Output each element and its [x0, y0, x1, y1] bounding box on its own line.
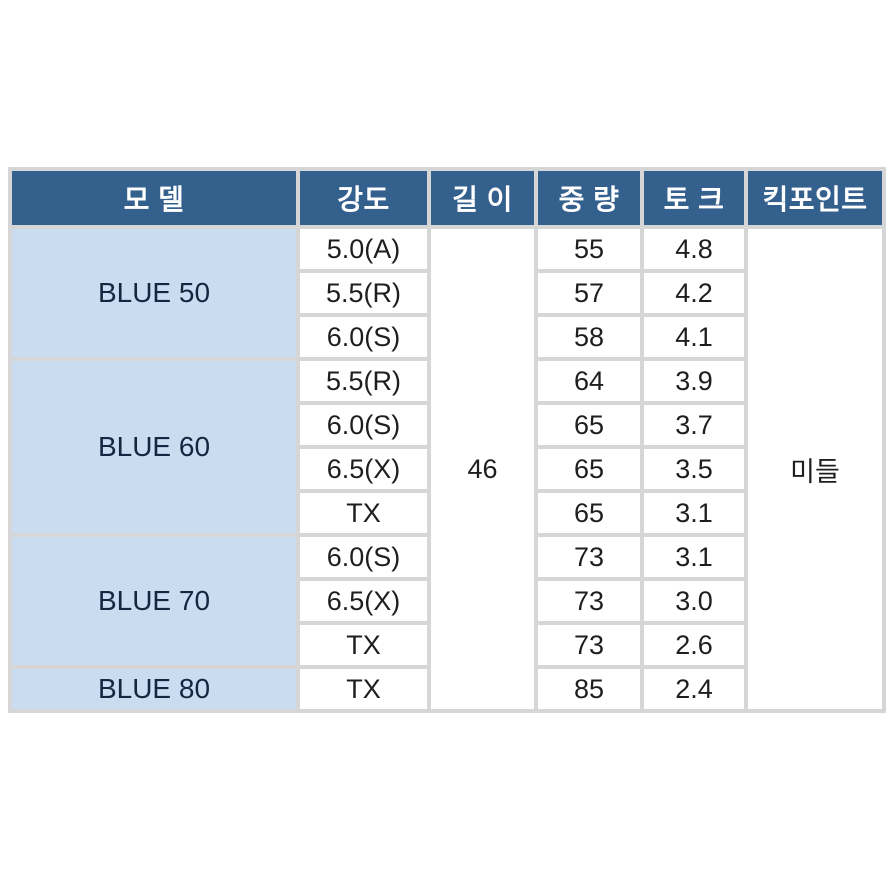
torque-cell: 2.4 [644, 669, 744, 709]
table-row: 6.5(X) 65 3.5 [12, 449, 882, 489]
spec-table-container: 모 델 강도 길 이 중 량 토 크 킥포인트 BLUE 50 5.0(A) 4… [8, 167, 886, 713]
flex-cell: TX [300, 493, 427, 533]
header-flex: 강도 [300, 171, 427, 225]
table-row: BLUE 60 5.5(R) 64 3.9 [12, 361, 882, 533]
length-cell: 46 [431, 229, 534, 709]
header-weight: 중 량 [538, 171, 640, 225]
table-row: 6.0(S) 65 3.7 [12, 405, 882, 445]
torque-cell: 3.7 [644, 405, 744, 445]
model-cell-blue50: BLUE 50 [12, 229, 296, 357]
flex-cell: TX [300, 669, 427, 709]
torque-cell: 4.8 [644, 229, 744, 269]
weight-cell: 64 [538, 361, 640, 401]
flex-cell: 5.5(R) [300, 273, 427, 313]
torque-cell: 3.1 [644, 493, 744, 533]
table-row: 6.5(X) 73 3.0 [12, 581, 882, 621]
table-row: 6.0(S) 58 4.1 [12, 317, 882, 357]
weight-cell: 73 [538, 625, 640, 665]
weight-cell: 55 [538, 229, 640, 269]
table-row: BLUE 80 TX 85 2.4 [12, 669, 882, 709]
header-kickpoint: 킥포인트 [748, 171, 882, 225]
table-row: TX 65 3.1 [12, 493, 882, 533]
header-model: 모 델 [12, 171, 296, 225]
flex-cell: 6.0(S) [300, 405, 427, 445]
flex-cell: 6.5(X) [300, 449, 427, 489]
table-row: BLUE 70 6.0(S) 73 3.1 [12, 537, 882, 665]
torque-cell: 4.2 [644, 273, 744, 313]
flex-cell: TX [300, 625, 427, 665]
weight-cell: 73 [538, 581, 640, 621]
header-torque: 토 크 [644, 171, 744, 225]
weight-cell: 65 [538, 449, 640, 489]
weight-cell: 65 [538, 405, 640, 445]
flex-cell: 5.5(R) [300, 361, 427, 401]
table-row: 5.5(R) 57 4.2 [12, 273, 882, 313]
flex-cell: 6.5(X) [300, 581, 427, 621]
weight-cell: 65 [538, 493, 640, 533]
weight-cell: 58 [538, 317, 640, 357]
torque-cell: 4.1 [644, 317, 744, 357]
torque-cell: 2.6 [644, 625, 744, 665]
weight-cell: 85 [538, 669, 640, 709]
model-cell-blue80: BLUE 80 [12, 669, 296, 709]
weight-cell: 57 [538, 273, 640, 313]
flex-cell: 6.0(S) [300, 317, 427, 357]
model-cell-blue60: BLUE 60 [12, 361, 296, 533]
torque-cell: 3.1 [644, 537, 744, 577]
flex-cell: 5.0(A) [300, 229, 427, 269]
torque-cell: 3.0 [644, 581, 744, 621]
table-row: BLUE 50 5.0(A) 46 55 4.8 미들 [12, 229, 882, 709]
header-length: 길 이 [431, 171, 534, 225]
header-row: 모 델 강도 길 이 중 량 토 크 킥포인트 [12, 171, 882, 225]
weight-cell: 73 [538, 537, 640, 577]
flex-cell: 6.0(S) [300, 537, 427, 577]
torque-cell: 3.5 [644, 449, 744, 489]
model-cell-blue70: BLUE 70 [12, 537, 296, 665]
torque-cell: 3.9 [644, 361, 744, 401]
shaft-spec-table: 모 델 강도 길 이 중 량 토 크 킥포인트 BLUE 50 5.0(A) 4… [8, 167, 886, 713]
kickpoint-cell: 미들 [748, 229, 882, 709]
table-row: TX 73 2.6 [12, 625, 882, 665]
